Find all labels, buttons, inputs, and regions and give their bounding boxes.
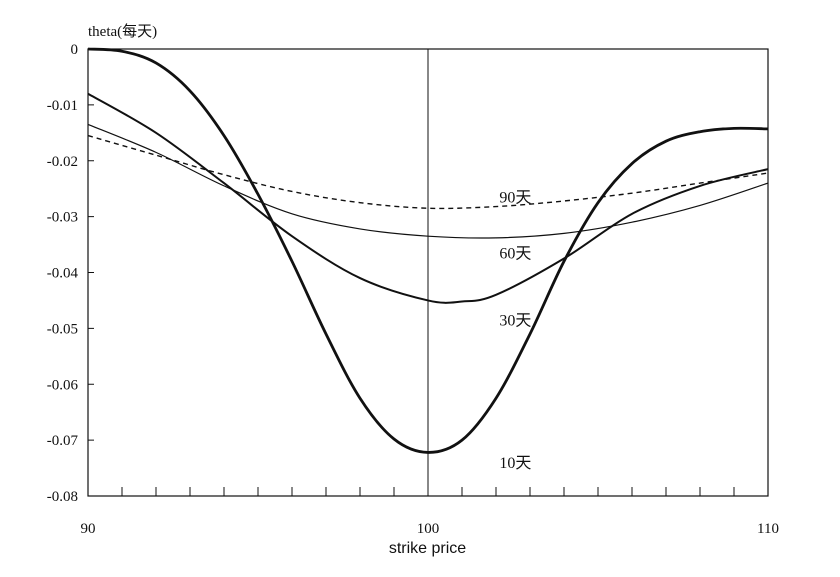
series-labels: 90天 60天 30天 10天: [499, 190, 531, 472]
y-axis-label: theta(每天): [88, 23, 157, 40]
x-tick-label: 110: [757, 521, 779, 537]
y-tick-label: -0.01: [47, 98, 78, 114]
y-tick-label: -0.03: [47, 210, 78, 226]
series-line-60d: [87, 123, 769, 239]
y-tick-label: -0.04: [47, 266, 79, 282]
series-label-60d: 60天: [499, 246, 531, 263]
series-line-90d: [87, 134, 769, 210]
series-line-30d: [87, 92, 769, 304]
y-tick-label: -0.07: [47, 433, 79, 449]
y-tick-label: -0.06: [47, 377, 79, 393]
plot-axes: 0 -0.01 -0.02 -0.03 -0.04 -0.05 -0.06 -0.07 -0.0…: [47, 42, 779, 537]
y-tick-label: -0.02: [47, 154, 78, 170]
x-tick-label: 90: [81, 521, 96, 537]
x-axis-label: strike price: [388, 540, 467, 557]
x-tick-label: 100: [417, 521, 440, 537]
y-tick-label: -0.08: [47, 489, 78, 505]
series-line-10d: [87, 47, 769, 454]
series-label-90d: 90天: [499, 190, 531, 207]
series-lines: [87, 47, 769, 454]
y-tick-label: 0: [71, 42, 79, 58]
series-label-30d: 30天: [499, 313, 531, 330]
series-label-10d: 10天: [499, 455, 531, 472]
y-tick-label: -0.05: [47, 321, 78, 337]
